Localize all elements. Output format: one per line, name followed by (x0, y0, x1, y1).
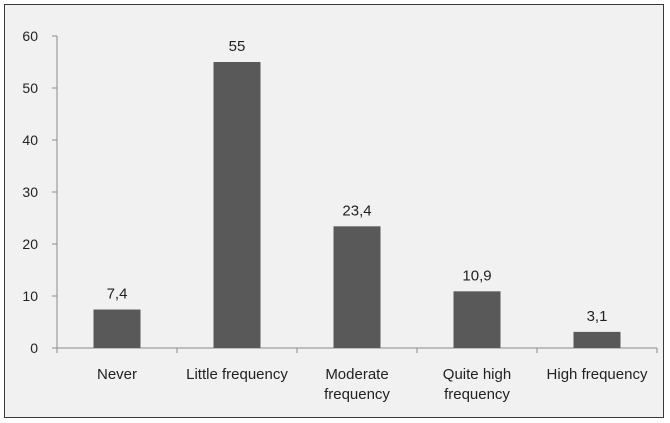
y-tick-label: 50 (22, 80, 38, 96)
bar (93, 309, 141, 348)
y-tick-label: 40 (22, 132, 38, 148)
x-category-label: Little frequency (186, 366, 288, 383)
x-category-label: Quite high (443, 366, 511, 383)
x-category-label: Never (97, 366, 137, 383)
y-tick-label: 60 (22, 28, 38, 44)
y-tick-label: 10 (22, 288, 38, 304)
y-tick-label: 0 (30, 340, 38, 356)
x-category-label: frequency (324, 386, 390, 403)
data-label: 3,1 (587, 308, 608, 325)
y-tick-label: 30 (22, 184, 38, 200)
bar (573, 331, 621, 348)
bar (453, 291, 501, 348)
data-label: 10,9 (462, 267, 491, 284)
bar (333, 226, 381, 348)
data-label: 7,4 (107, 286, 128, 303)
y-tick-label: 20 (22, 236, 38, 252)
x-category-label: frequency (444, 386, 510, 403)
x-category-label: Moderate (325, 366, 388, 383)
data-label: 23,4 (342, 202, 371, 219)
data-label: 55 (229, 38, 246, 55)
x-category-label: High frequency (547, 366, 648, 383)
bar (213, 62, 261, 348)
chart-frame (4, 4, 664, 418)
